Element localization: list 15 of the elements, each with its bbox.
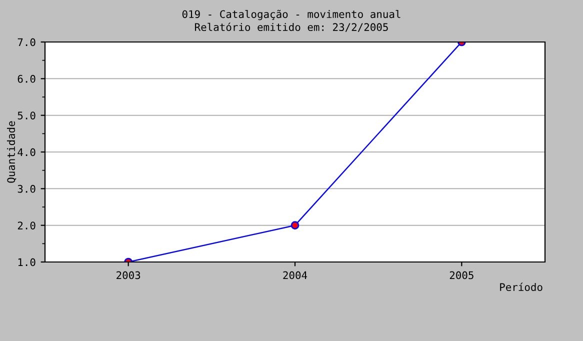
y-tick-label: 2.0 [18, 222, 36, 230]
y-tick-label: 3.0 [18, 184, 36, 193]
y-tick-label: 4.0 [18, 148, 36, 156]
y-tick-label: 1.0 [18, 258, 36, 266]
x-tick-label: 2004 [283, 271, 308, 280]
y-tick-label: 6.0 [18, 74, 36, 83]
y-tick-label: 5.0 [18, 112, 36, 120]
y-tick-label: 7.0 [18, 38, 36, 46]
point [290, 221, 300, 230]
chart-title: 019 - Catalogação - movimento anual [182, 10, 400, 20]
y-axis-title: Quantidade [6, 121, 16, 183]
x-tick-label: 2005 [450, 271, 474, 280]
x-axis-title: Período [500, 282, 542, 292]
x-tick-label: 2003 [116, 271, 140, 280]
chart-subtitle: Relatório emitido em: 23/2/2005 [195, 22, 388, 32]
